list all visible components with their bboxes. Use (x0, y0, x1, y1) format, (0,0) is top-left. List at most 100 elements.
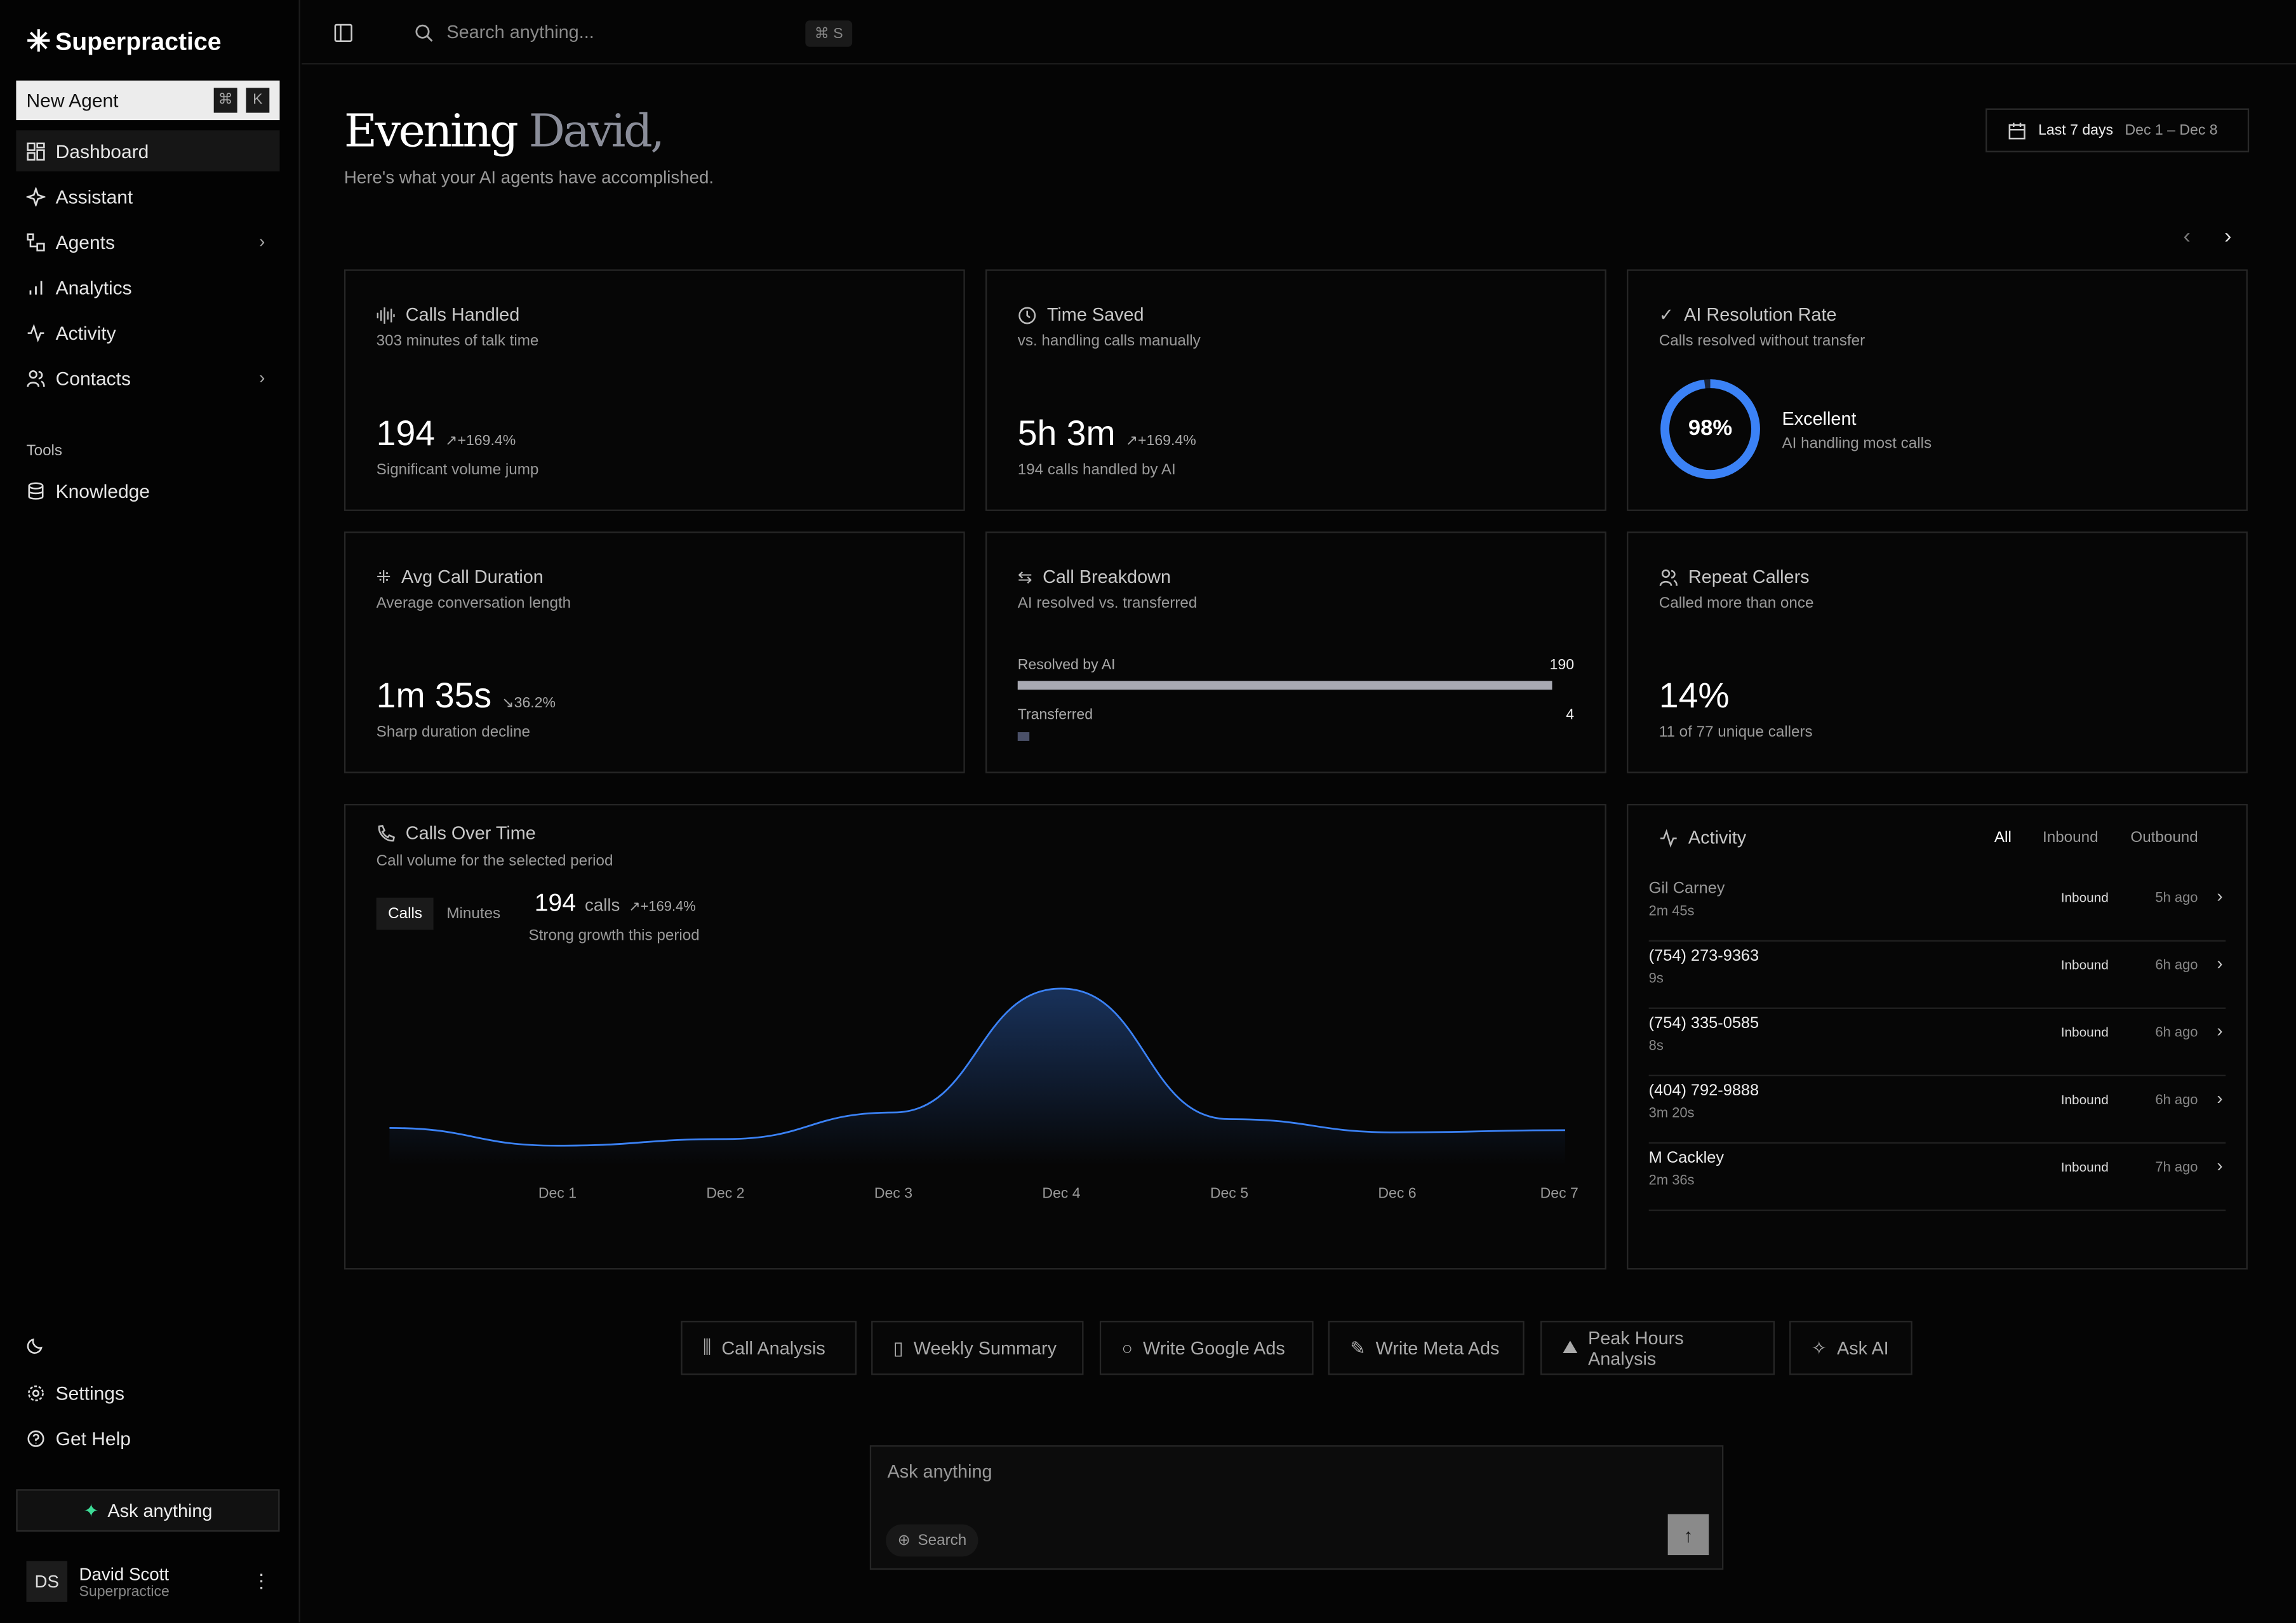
cmd-key: ⌘ (213, 88, 237, 113)
caller-name: (754) 273-9363 (1648, 947, 1759, 965)
loader-icon: ⁜ (376, 566, 391, 587)
call-duration: 9s (1648, 970, 1664, 987)
search-input[interactable]: Search anything... (415, 22, 594, 43)
call-duration: 8s (1648, 1038, 1664, 1055)
call-time: 6h ago (2155, 1025, 2198, 1041)
sidebar-toggle-icon[interactable] (334, 23, 353, 50)
sidebar-item-activity[interactable]: Activity (16, 312, 279, 353)
chevron-right-icon: › (2217, 1155, 2223, 1176)
chart-area (389, 988, 1565, 1166)
chevron-right-icon: › (2217, 886, 2223, 907)
calendar-icon: ▯ (893, 1338, 904, 1359)
waveform-icon (377, 306, 395, 323)
x-tick-label: Dec 3 (874, 1184, 912, 1201)
sidebar-item-contacts[interactable]: Contacts › (16, 357, 279, 399)
send-button[interactable]: ↑ (1667, 1514, 1709, 1556)
sidebar-item-analytics[interactable]: Analytics (16, 267, 279, 308)
chevron-right-icon: › (2217, 953, 2223, 974)
caller-name: (404) 792-9888 (1648, 1082, 1759, 1100)
call-time: 5h ago (2155, 890, 2198, 907)
sidebar-item-help[interactable]: Get Help (16, 1417, 279, 1459)
trend-down-icon: ↘ (502, 695, 514, 712)
transferred-bar (1017, 732, 1029, 741)
check-icon: ✓ (1659, 304, 1674, 325)
logo[interactable]: ✳ Superpractice (27, 23, 222, 60)
sidebar-item-settings[interactable]: Settings (16, 1372, 279, 1413)
sparkle-icon: ✦ (83, 1500, 99, 1522)
card-calls-handled: Calls Handled 303 minutes of talk time 1… (344, 269, 965, 511)
sidebar-item-knowledge[interactable]: Knowledge (16, 470, 279, 511)
x-tick-label: Dec 2 (706, 1184, 744, 1201)
prev-button[interactable]: ‹ (2183, 224, 2191, 250)
database-icon (28, 481, 44, 499)
users-icon (27, 369, 45, 387)
call-direction: Inbound (2060, 1159, 2109, 1175)
call-duration: 2m 45s (1648, 903, 1695, 920)
trend-up-icon: ↗ (445, 433, 458, 450)
user-profile[interactable]: DS David Scott Superpractice (26, 1561, 170, 1602)
chevron-right-icon: › (259, 231, 265, 252)
quick-action-peak-hours-analysis[interactable]: ⛰ Peak Hours Analysis (1540, 1321, 1775, 1375)
call-direction: Inbound (2060, 1025, 2109, 1040)
trend-up-icon: ↗ (629, 898, 641, 916)
activity-icon (1660, 828, 1677, 847)
sidebar-item-agents[interactable]: Agents › (16, 221, 279, 262)
resolved-bar-track (1017, 681, 1574, 690)
date-range-picker[interactable]: Last 7 days Dec 1 – Dec 8 (1986, 108, 2250, 152)
x-tick-label: Dec 5 (1210, 1184, 1248, 1201)
quick-action-ask-ai[interactable]: ✧ Ask AI (1789, 1321, 1912, 1375)
sidebar: ✳ Superpractice New Agent ⌘ K Dashboard As… (0, 0, 300, 1623)
grid-icon (27, 142, 45, 160)
user-org: Superpractice (79, 1584, 170, 1600)
activity-row[interactable]: (754) 335-0585 8s Inbound 6h ago › (1648, 1009, 2226, 1076)
filter-inbound[interactable]: Inbound (2043, 829, 2099, 846)
k-key: K (246, 88, 270, 113)
composer-input[interactable]: Ask anything (887, 1461, 992, 1482)
next-button[interactable]: › (2224, 224, 2232, 250)
page-subtitle: Here's what your AI agents have accompli… (344, 166, 714, 188)
x-tick-label: Dec 1 (538, 1184, 577, 1201)
tools-section-label: Tools (26, 442, 63, 460)
search-icon (415, 23, 433, 41)
arrows-swap-icon: ⇆ (1017, 566, 1032, 587)
filter-outbound[interactable]: Outbound (2130, 829, 2198, 846)
pencil-icon: ✎ (1350, 1338, 1366, 1359)
more-vertical-icon[interactable]: ⋮ (251, 1570, 271, 1592)
toggle-minutes[interactable]: Minutes (446, 905, 501, 923)
call-direction: Inbound (2060, 890, 2109, 905)
activity-row[interactable]: Gil Carney 2m 45s Inbound 5h ago › (1648, 874, 2226, 942)
quick-action-write-meta-ads[interactable]: ✎ Write Meta Ads (1328, 1321, 1525, 1375)
agents-icon (27, 232, 45, 251)
x-tick-label: Dec 6 (1378, 1184, 1416, 1201)
activity-row[interactable]: M Cackley 2m 36s Inbound 7h ago › (1648, 1144, 2226, 1212)
call-duration: 3m 20s (1648, 1105, 1695, 1122)
chat-composer[interactable]: Ask anything ⊕ Search ↑ (869, 1445, 1724, 1570)
x-tick-label: Dec 4 (1042, 1184, 1080, 1201)
search-icon: ○ (1121, 1337, 1133, 1358)
users-icon (1659, 568, 1678, 585)
arrow-up-icon: ↑ (1683, 1523, 1693, 1546)
sidebar-item-assistant[interactable]: Assistant (16, 176, 279, 217)
avatar: DS (26, 1561, 68, 1602)
topbar (302, 0, 2296, 65)
theme-toggle[interactable] (16, 1324, 279, 1365)
quick-action-call-analysis[interactable]: ⫼ Call Analysis (681, 1321, 857, 1375)
moon-icon (27, 1337, 43, 1353)
toggle-calls[interactable]: Calls (376, 897, 434, 930)
activity-row[interactable]: (404) 792-9888 3m 20s Inbound 6h ago › (1648, 1076, 2226, 1144)
quick-action-write-google-ads[interactable]: ○ Write Google Ads (1099, 1321, 1314, 1375)
calls-chart: Dec 1 Dec 2 Dec 3 Dec 4 Dec 5 Dec 6 Dec 7 (389, 987, 1578, 1201)
caller-name: Gil Carney (1648, 879, 1725, 898)
clock-icon (1018, 306, 1036, 324)
quick-action-weekly-summary[interactable]: ▯ Weekly Summary (871, 1321, 1084, 1375)
activity-row[interactable]: (754) 273-9363 9s Inbound 6h ago › (1648, 942, 2226, 1009)
new-agent-button[interactable]: New Agent ⌘ K (16, 80, 280, 121)
globe-icon: ⊕ (897, 1532, 911, 1549)
sidebar-item-dashboard[interactable]: Dashboard (16, 130, 280, 171)
ask-anything-button[interactable]: ✦ Ask anything (16, 1489, 280, 1532)
card-avg-duration: ⁜ Avg Call Duration Average conversation … (344, 531, 965, 773)
mountain-icon: ⛰ (1562, 1337, 1578, 1358)
chevron-right-icon: › (2217, 1020, 2223, 1041)
filter-all[interactable]: All (1994, 829, 2012, 846)
web-search-toggle[interactable]: ⊕ Search (886, 1524, 978, 1557)
